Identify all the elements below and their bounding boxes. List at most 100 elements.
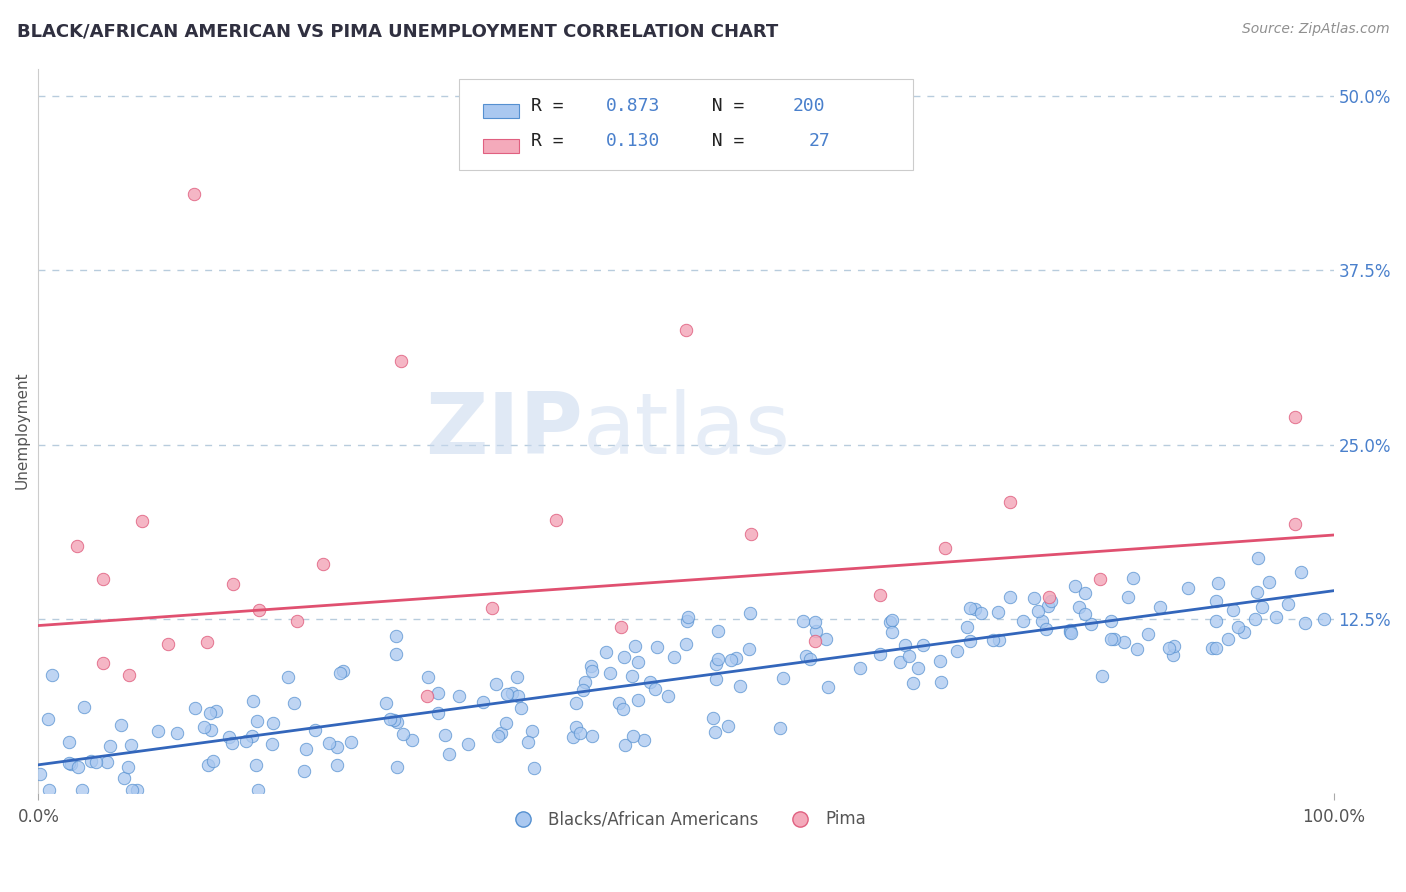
- Point: [204, 704, 226, 718]
- Point: [717, 719, 740, 733]
- Point: [1099, 614, 1122, 628]
- Point: [277, 670, 299, 684]
- Point: [612, 702, 634, 716]
- Point: [934, 541, 956, 556]
- Point: [1090, 572, 1112, 586]
- Point: [437, 747, 460, 761]
- Point: [235, 734, 257, 748]
- Point: [1277, 597, 1299, 611]
- Point: [1291, 565, 1313, 579]
- Point: [814, 632, 837, 647]
- Point: [245, 757, 267, 772]
- Point: [613, 738, 636, 752]
- Point: [621, 668, 644, 682]
- Point: [565, 696, 588, 710]
- Point: [416, 689, 439, 703]
- Point: [704, 672, 727, 686]
- Point: [1227, 620, 1250, 634]
- Point: [517, 735, 540, 749]
- Point: [1205, 640, 1227, 655]
- FancyBboxPatch shape: [460, 79, 912, 169]
- Text: 200: 200: [792, 96, 825, 115]
- Text: 0.130: 0.130: [606, 131, 659, 150]
- Point: [287, 615, 309, 629]
- Point: [1201, 641, 1223, 656]
- Point: [571, 682, 593, 697]
- Point: [869, 588, 891, 602]
- Point: [294, 741, 316, 756]
- Point: [495, 716, 517, 731]
- Point: [657, 689, 679, 703]
- Point: [523, 761, 546, 775]
- Point: [304, 723, 326, 738]
- Point: [262, 738, 284, 752]
- Point: [387, 760, 409, 774]
- Point: [389, 354, 412, 368]
- Point: [195, 634, 218, 648]
- Point: [1246, 584, 1268, 599]
- FancyBboxPatch shape: [482, 139, 519, 153]
- Point: [740, 606, 762, 620]
- Point: [1218, 632, 1240, 647]
- Point: [37, 712, 59, 726]
- Point: [110, 718, 132, 732]
- Point: [121, 783, 143, 797]
- FancyBboxPatch shape: [482, 103, 519, 118]
- Point: [156, 637, 179, 651]
- Point: [633, 733, 655, 747]
- Point: [946, 643, 969, 657]
- Point: [221, 736, 243, 750]
- Point: [724, 651, 747, 665]
- Point: [166, 726, 188, 740]
- Point: [501, 686, 523, 700]
- Point: [804, 615, 827, 630]
- Point: [1205, 614, 1227, 628]
- Point: [240, 729, 263, 743]
- Point: [1264, 609, 1286, 624]
- Point: [676, 614, 699, 628]
- Point: [1251, 600, 1274, 615]
- Point: [385, 647, 408, 661]
- Point: [375, 697, 398, 711]
- Point: [644, 681, 666, 696]
- Point: [574, 675, 596, 690]
- Point: [242, 694, 264, 708]
- Point: [1233, 624, 1256, 639]
- Point: [1163, 639, 1185, 653]
- Point: [1040, 594, 1063, 608]
- Point: [1026, 604, 1049, 618]
- Point: [197, 757, 219, 772]
- Point: [607, 696, 630, 710]
- Point: [728, 679, 751, 693]
- Point: [792, 614, 814, 628]
- Point: [246, 714, 269, 728]
- Point: [96, 755, 118, 769]
- Point: [457, 737, 479, 751]
- Point: [638, 674, 661, 689]
- Point: [1064, 579, 1087, 593]
- Point: [332, 664, 354, 678]
- Text: N =: N =: [690, 131, 755, 150]
- Point: [506, 670, 529, 684]
- Point: [520, 724, 543, 739]
- Point: [120, 739, 142, 753]
- Point: [1122, 571, 1144, 585]
- Point: [416, 670, 439, 684]
- Point: [222, 577, 245, 591]
- Point: [678, 609, 700, 624]
- Point: [1000, 590, 1022, 604]
- Point: [80, 754, 103, 768]
- Point: [988, 632, 1011, 647]
- Point: [117, 760, 139, 774]
- Point: [804, 633, 827, 648]
- Point: [621, 730, 644, 744]
- Point: [929, 654, 952, 668]
- Point: [198, 706, 221, 720]
- Point: [30, 767, 52, 781]
- Point: [247, 783, 270, 797]
- Point: [1099, 632, 1122, 646]
- Point: [869, 647, 891, 661]
- Point: [1073, 607, 1095, 621]
- Point: [318, 736, 340, 750]
- Point: [769, 721, 792, 735]
